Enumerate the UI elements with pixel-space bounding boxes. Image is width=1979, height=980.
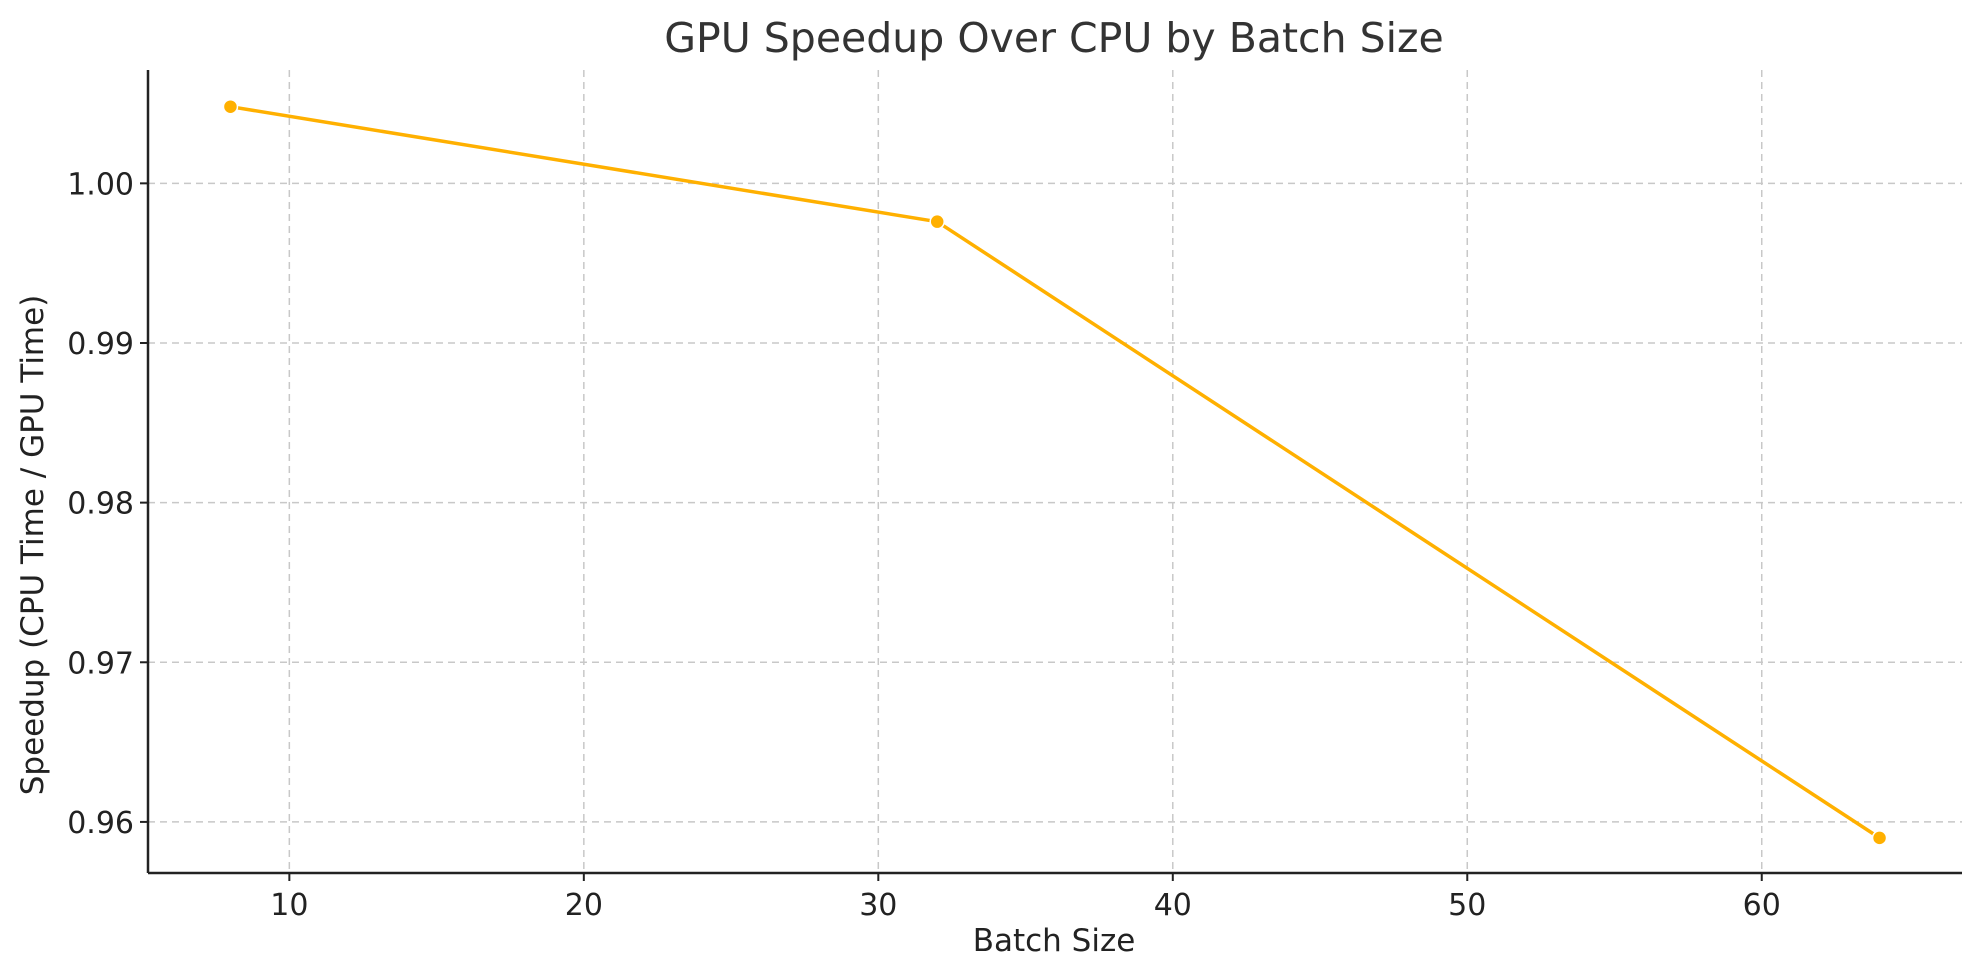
series-line (230, 104, 1881, 840)
x-ticks: 10 20 30 40 50 60 (270, 873, 1781, 923)
y-tick-label: 0.97 (67, 646, 134, 681)
y-tick-label: 0.98 (67, 487, 134, 522)
chart-title: GPU Speedup Over CPU by Batch Size (664, 14, 1444, 62)
x-axis-label: Batch Size (973, 923, 1136, 959)
series-group (222, 98, 1888, 846)
x-tick-label: 50 (1448, 888, 1486, 923)
data-point (929, 213, 945, 230)
x-tick-label: 30 (859, 888, 897, 923)
data-point (222, 98, 239, 115)
y-tick-label: 0.99 (67, 327, 134, 362)
x-tick-label: 20 (565, 888, 603, 923)
grid (148, 70, 1962, 873)
y-tick-label: 0.96 (67, 806, 134, 841)
y-tick-label: 1.00 (67, 167, 134, 202)
x-tick-label: 60 (1743, 888, 1781, 923)
x-tick-label: 10 (270, 888, 308, 923)
axes (146, 70, 1962, 875)
y-axis-label: Speedup (CPU Time / GPU Time) (15, 295, 51, 796)
x-tick-label: 40 (1154, 888, 1192, 923)
y-ticks: 0.96 0.97 0.98 0.99 1.00 (67, 167, 148, 841)
data-point (1871, 830, 1888, 846)
